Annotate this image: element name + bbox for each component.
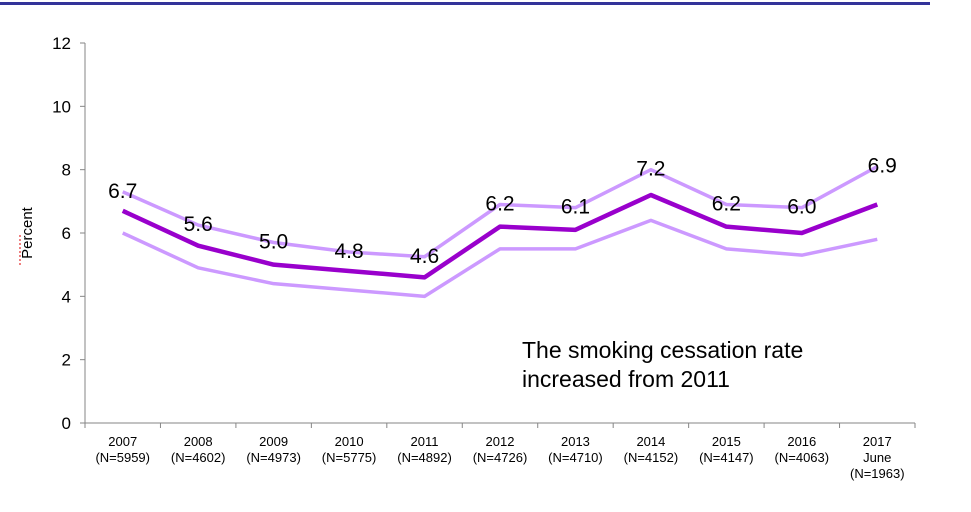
data-label: 5.6 (184, 213, 213, 236)
annotation-line: The smoking cessation rate (522, 337, 804, 363)
data-label: 6.7 (108, 180, 137, 203)
y-tick-label: 0 (62, 414, 71, 433)
x-tick-label: (N=4063) (775, 450, 830, 465)
header-rule (0, 2, 930, 5)
series-line-rate (121, 192, 879, 280)
data-label: 4.8 (334, 240, 363, 263)
x-tick-label: 2010 (335, 434, 364, 449)
x-tick-label: 2009 (259, 434, 288, 449)
x-tick-label: 2017 (863, 434, 892, 449)
data-label: 6.1 (561, 196, 590, 219)
x-tick-label: (N=4710) (548, 450, 603, 465)
x-tick-label: 2011 (411, 434, 439, 449)
x-tick-label: June (863, 450, 891, 465)
y-tick-label: 8 (62, 161, 71, 180)
y-tick-label: 12 (52, 34, 71, 53)
data-label: 6.9 (868, 155, 897, 178)
x-tick-label: 2013 (561, 434, 590, 449)
x-tick-label: (N=4152) (624, 450, 679, 465)
data-label: 4.6 (410, 245, 439, 268)
x-tick-label: (N=4147) (699, 450, 754, 465)
data-label: 5.0 (259, 231, 288, 254)
x-tick-label: (N=4726) (473, 450, 528, 465)
data-label: 6.2 (712, 193, 741, 216)
x-tick-label: (N=5959) (95, 450, 150, 465)
y-tick-label: 2 (62, 351, 71, 370)
y-tick-label: 4 (62, 287, 71, 306)
data-label: 6.2 (485, 193, 514, 216)
x-tick-label: 2015 (712, 434, 741, 449)
series-line-upper-bound (122, 164, 879, 259)
series-line-lower-bound (121, 218, 878, 299)
data-label: 6.0 (787, 196, 816, 219)
y-tick-label: 6 (62, 224, 71, 243)
x-tick-label: 2008 (184, 434, 213, 449)
y-axis-label: Percent (19, 206, 36, 259)
x-tick-label: (N=1963) (850, 466, 905, 481)
x-tick-label: (N=5775) (322, 450, 377, 465)
annotation: The smoking cessation rate increased fro… (522, 336, 803, 394)
data-label: 7.2 (636, 158, 665, 181)
x-tick-label: 2007 (108, 434, 137, 449)
x-tick-label: (N=4973) (246, 450, 301, 465)
x-tick-label: (N=4602) (171, 450, 226, 465)
y-tick-label: 10 (52, 97, 71, 116)
x-tick-label: (N=4892) (397, 450, 452, 465)
annotation-line: increased from 2011 (522, 366, 730, 392)
x-tick-label: 2014 (636, 434, 665, 449)
x-tick-label: 2012 (486, 434, 515, 449)
x-tick-label: 2016 (787, 434, 816, 449)
